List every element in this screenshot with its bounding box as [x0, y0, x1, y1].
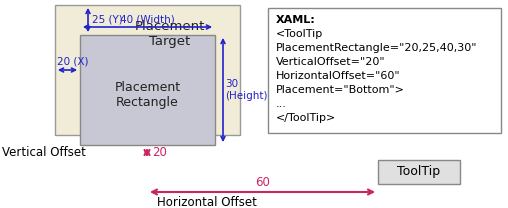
Text: <ToolTip: <ToolTip — [276, 29, 323, 39]
Text: 20: 20 — [152, 146, 167, 159]
Text: Placement
Rectangle: Placement Rectangle — [114, 81, 180, 109]
Text: Horizontal Offset: Horizontal Offset — [157, 196, 257, 208]
Text: Placement
Target: Placement Target — [135, 20, 205, 48]
Text: Vertical Offset: Vertical Offset — [2, 146, 86, 159]
Bar — [80, 35, 215, 145]
Text: 60: 60 — [255, 176, 270, 189]
Text: Placement="Bottom">: Placement="Bottom"> — [276, 85, 405, 95]
Text: PlacementRectangle="20,25,40,30": PlacementRectangle="20,25,40,30" — [276, 43, 478, 53]
Text: </ToolTip>: </ToolTip> — [276, 113, 336, 123]
Bar — [55, 5, 240, 135]
Text: VerticalOffset="20": VerticalOffset="20" — [276, 57, 386, 67]
Bar — [378, 160, 460, 184]
Text: XAML:: XAML: — [276, 15, 316, 25]
Text: 25 (Y): 25 (Y) — [92, 15, 123, 25]
Bar — [268, 8, 501, 133]
Text: HorizontalOffset="60": HorizontalOffset="60" — [276, 71, 401, 81]
Text: 40 (Width): 40 (Width) — [120, 14, 175, 24]
Text: 30
(Height): 30 (Height) — [225, 79, 268, 101]
Text: 20 (X): 20 (X) — [57, 57, 88, 67]
Text: ...: ... — [276, 99, 287, 109]
Text: ToolTip: ToolTip — [397, 166, 440, 178]
